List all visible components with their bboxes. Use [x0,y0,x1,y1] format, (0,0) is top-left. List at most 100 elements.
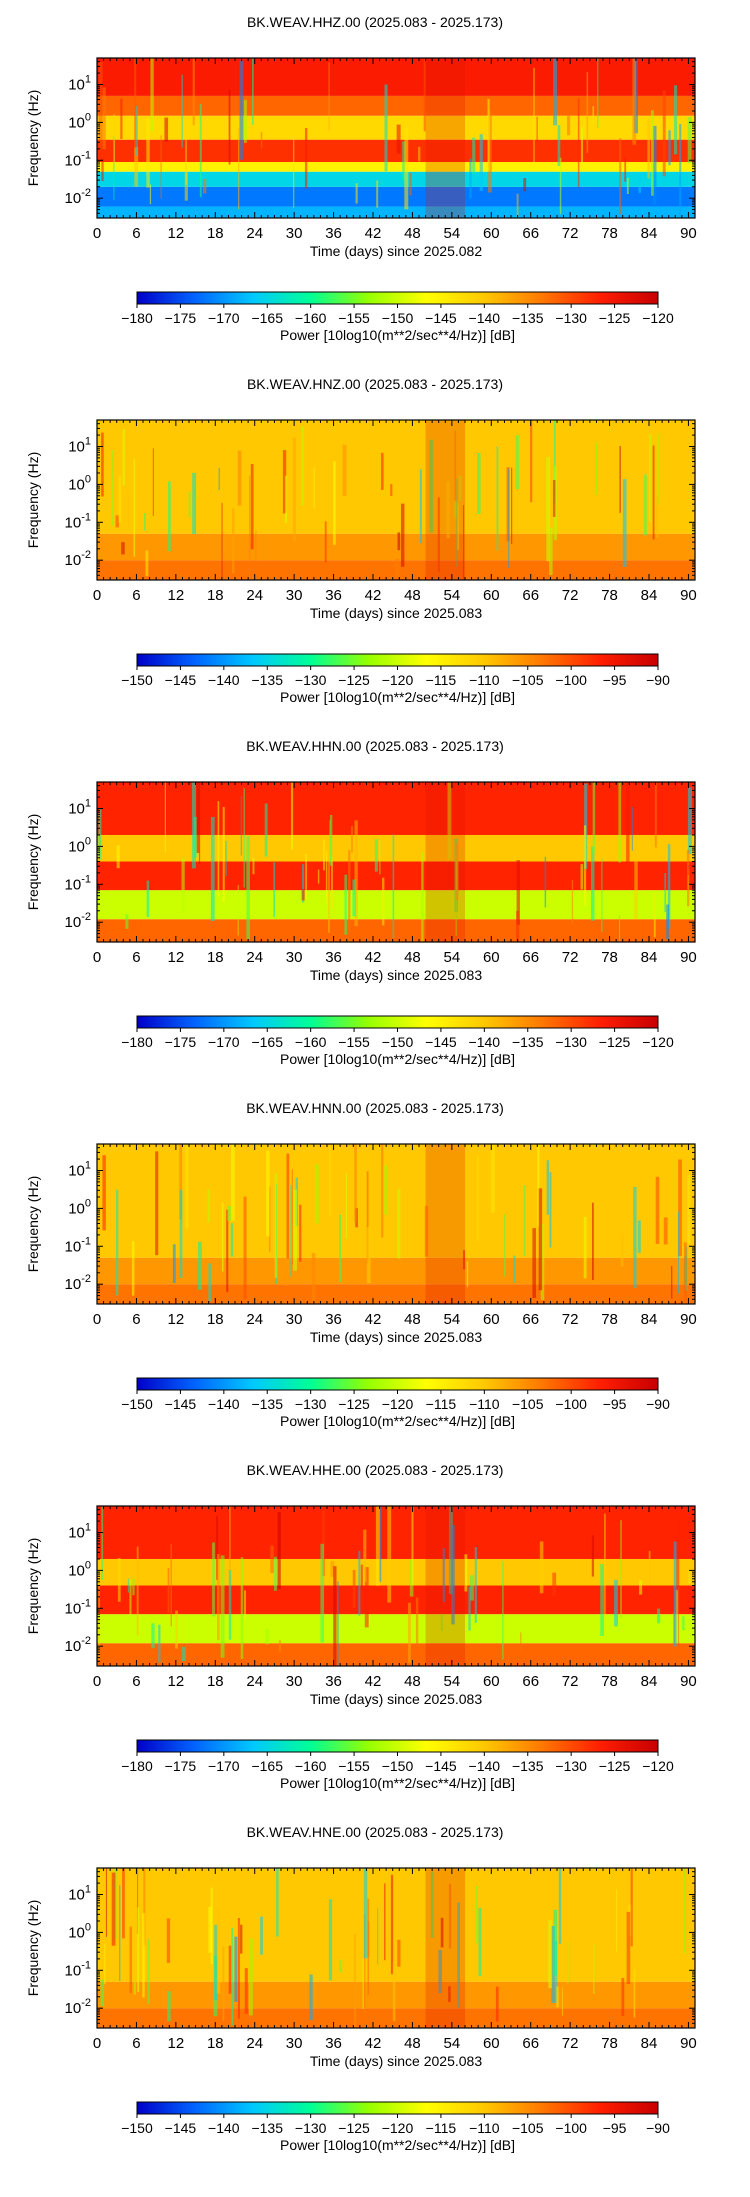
heatmap-streak [333,1566,337,1666]
x-tick-label: 18 [207,1673,224,1690]
x-tick-label: 12 [168,587,185,604]
heatmap-streak [597,58,599,128]
heatmap-gap [425,1144,465,1304]
colorbar-tick-label: −125 [599,1034,631,1050]
y-axis-label: Frequency (Hz) [25,90,41,186]
x-tick-label: 24 [246,949,263,966]
heatmap-streak [633,1186,637,1288]
heatmap-streak [523,1185,526,1256]
heatmap-streak [328,1899,333,1981]
heatmap-streak [181,1646,186,1662]
spectrogram-panel: BK.WEAV.HNE.00 (2025.083 - 2025.173) 0 6 12… [0,1810,750,2172]
colorbar [136,1377,659,1391]
heatmap-streak [293,1189,297,1271]
heatmap-streak [143,513,147,531]
heatmap-streak [255,530,257,572]
x-tick-label: 84 [641,1673,658,1690]
colorbar-tick-label: −130 [295,672,327,688]
x-tick-label: 54 [444,225,461,242]
colorbar-tick-label: −145 [425,1758,457,1774]
x-tick-label: 0 [93,1311,101,1328]
heatmap-streak [593,1944,595,1994]
heatmap-streak [160,135,162,199]
heatmap-streak [273,862,276,917]
heatmap-streak [384,1165,387,1215]
spectrogram-svg: 0 6 12 18 24 30 36 42 48 54 60 66 72 78 84 90 Time (days… [25,1143,697,1429]
heatmap-streak [377,1907,379,1965]
heatmap-band [97,533,695,561]
heatmap-band [97,171,695,187]
heatmap-streak [198,782,201,865]
x-tick-label: 6 [132,2035,140,2052]
heatmap-streak [382,877,385,926]
colorbar-tick-label: −115 [426,672,457,688]
heatmap-streak [375,1506,380,1586]
heatmap-streak [228,89,231,165]
spectrogram-panel: BK.WEAV.HHN.00 (2025.083 - 2025.173) 0 6 12… [0,724,750,1086]
colorbar-tick-label: −140 [469,1034,501,1050]
x-tick-label: 66 [522,1311,539,1328]
heatmap-streak [266,1150,270,1237]
heatmap-streak [196,486,198,499]
y-tick-label: 10-2 [65,1635,91,1655]
colorbar-tick-label: −175 [165,310,197,326]
spectrogram-svg: 0 6 12 18 24 30 36 42 48 54 60 66 72 78 84 90 Time (days… [25,57,697,343]
heatmap-streak [220,1555,225,1658]
x-tick-label: 36 [325,1673,342,1690]
heatmap-streak [212,1542,215,1617]
heatmap-gap [425,1506,465,1666]
colorbar-tick-label: −130 [555,310,587,326]
heatmap-band [97,420,695,534]
heatmap-streak [397,532,401,551]
heatmap-streak [614,1579,618,1627]
heatmap-streak [626,1911,631,1984]
heatmap-streak [244,1590,246,1619]
heatmap-streak [363,1868,368,1959]
heatmap-streak [379,839,381,875]
x-tick-label: 72 [562,1311,579,1328]
heatmap-streak [472,137,476,174]
heatmap-streak [222,806,225,902]
colorbar-tick-label: −90 [646,2120,670,2136]
heatmap-streak [237,884,239,936]
x-axis-label: Time (days) since 2025.083 [310,605,482,621]
heatmap-streak [136,1546,139,1636]
heatmap-streak [438,1949,442,1993]
heatmap-streak [516,910,520,942]
heatmap-streak [673,1541,677,1647]
x-tick-label: 6 [132,587,140,604]
heatmap-streak [228,1945,232,1994]
heatmap-streak [620,1520,622,1619]
heatmap-streak [185,131,187,185]
x-tick-label: 24 [246,225,263,242]
colorbar-label: Power [10log10(m**2/sec**4/Hz)] [dB] [280,1775,515,1791]
colorbar-tick-label: −125 [338,672,370,688]
heatmap-streak [592,1202,594,1281]
heatmap-band [97,2008,695,2028]
colorbar-tick-label: −130 [295,1396,327,1412]
x-tick-label: 72 [562,225,579,242]
colorbar-tick-label: −145 [165,1396,197,1412]
heatmap-streak [397,1188,401,1259]
chart-title: BK.WEAV.HNN.00 (2025.083 - 2025.173) [246,1100,504,1116]
heatmap-streak [228,1570,232,1640]
x-tick-label: 12 [168,1673,185,1690]
heatmap-streak [477,452,481,514]
heatmap-streak [260,131,263,149]
y-tick-label: 101 [68,435,91,455]
heatmap-streak [100,1979,105,2007]
heatmap-band [97,1284,695,1304]
heatmap-streak [687,787,692,854]
heatmap-streak [113,454,117,520]
heatmap-streak [352,879,356,917]
heatmap-streak [380,452,384,490]
heatmap-streak [583,1216,587,1279]
heatmap-streak [366,1227,371,1284]
heatmap-streak [208,1906,212,1953]
heatmap-streak [131,1241,135,1296]
y-tick-label: 100 [68,1559,91,1579]
heatmap-streak [352,1569,356,1608]
heatmap-streak [392,1962,396,2022]
heatmap-streak [620,1234,624,1267]
heatmap-streak [624,156,627,182]
